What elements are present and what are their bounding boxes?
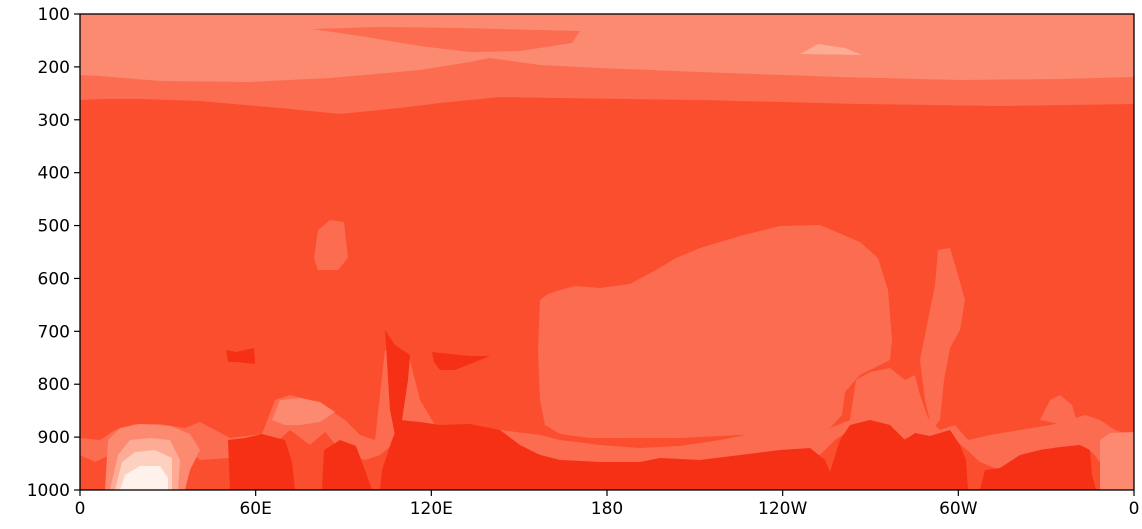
y-tick-label: 600: [38, 269, 70, 289]
plot-area: [80, 14, 1134, 490]
contour-jet-core: [312, 27, 580, 52]
contour-small-patch: [800, 44, 862, 55]
contour-cool-6: [272, 398, 335, 425]
x-axis: 0 60E 120E 180 120W 60W 0: [75, 490, 1140, 519]
y-tick-label: 100: [38, 5, 70, 25]
y-tick-label: 400: [38, 164, 70, 184]
x-tick-label: 120E: [410, 499, 453, 519]
x-tick-label: 60W: [939, 499, 978, 519]
contour-patch-east: [1040, 395, 1076, 424]
x-tick-label: 120W: [758, 499, 807, 519]
y-tick-label: 700: [38, 322, 70, 342]
y-axis: 100 200 300 400 500 600 700 800 900 1000: [27, 5, 80, 501]
x-tick-label: 60E: [239, 499, 271, 519]
y-tick-label: 300: [38, 111, 70, 131]
contour-indian-warm: [314, 220, 348, 270]
y-tick-label: 800: [38, 375, 70, 395]
x-tick-label: 0: [75, 499, 86, 519]
y-tick-label: 1000: [27, 481, 70, 501]
contour-hot-5: [385, 330, 410, 440]
contour-hot-4: [980, 445, 1096, 490]
y-tick-label: 900: [38, 428, 70, 448]
y-tick-label: 500: [38, 217, 70, 237]
x-tick-label: 180: [591, 499, 623, 519]
contour-hot-2: [322, 440, 372, 490]
contour-hot-6: [226, 348, 255, 364]
contour-hot-3: [380, 420, 968, 490]
contour-america-warm: [920, 248, 965, 430]
contour-hot-1: [228, 434, 295, 490]
y-tick-label: 200: [38, 58, 70, 78]
contour-cool-5: [1100, 432, 1134, 490]
x-tick-label: 0: [1129, 499, 1140, 519]
contour-hot-7: [432, 352, 490, 370]
contour-cool-4: [120, 466, 168, 490]
contour-pacific-warm: [538, 225, 892, 438]
